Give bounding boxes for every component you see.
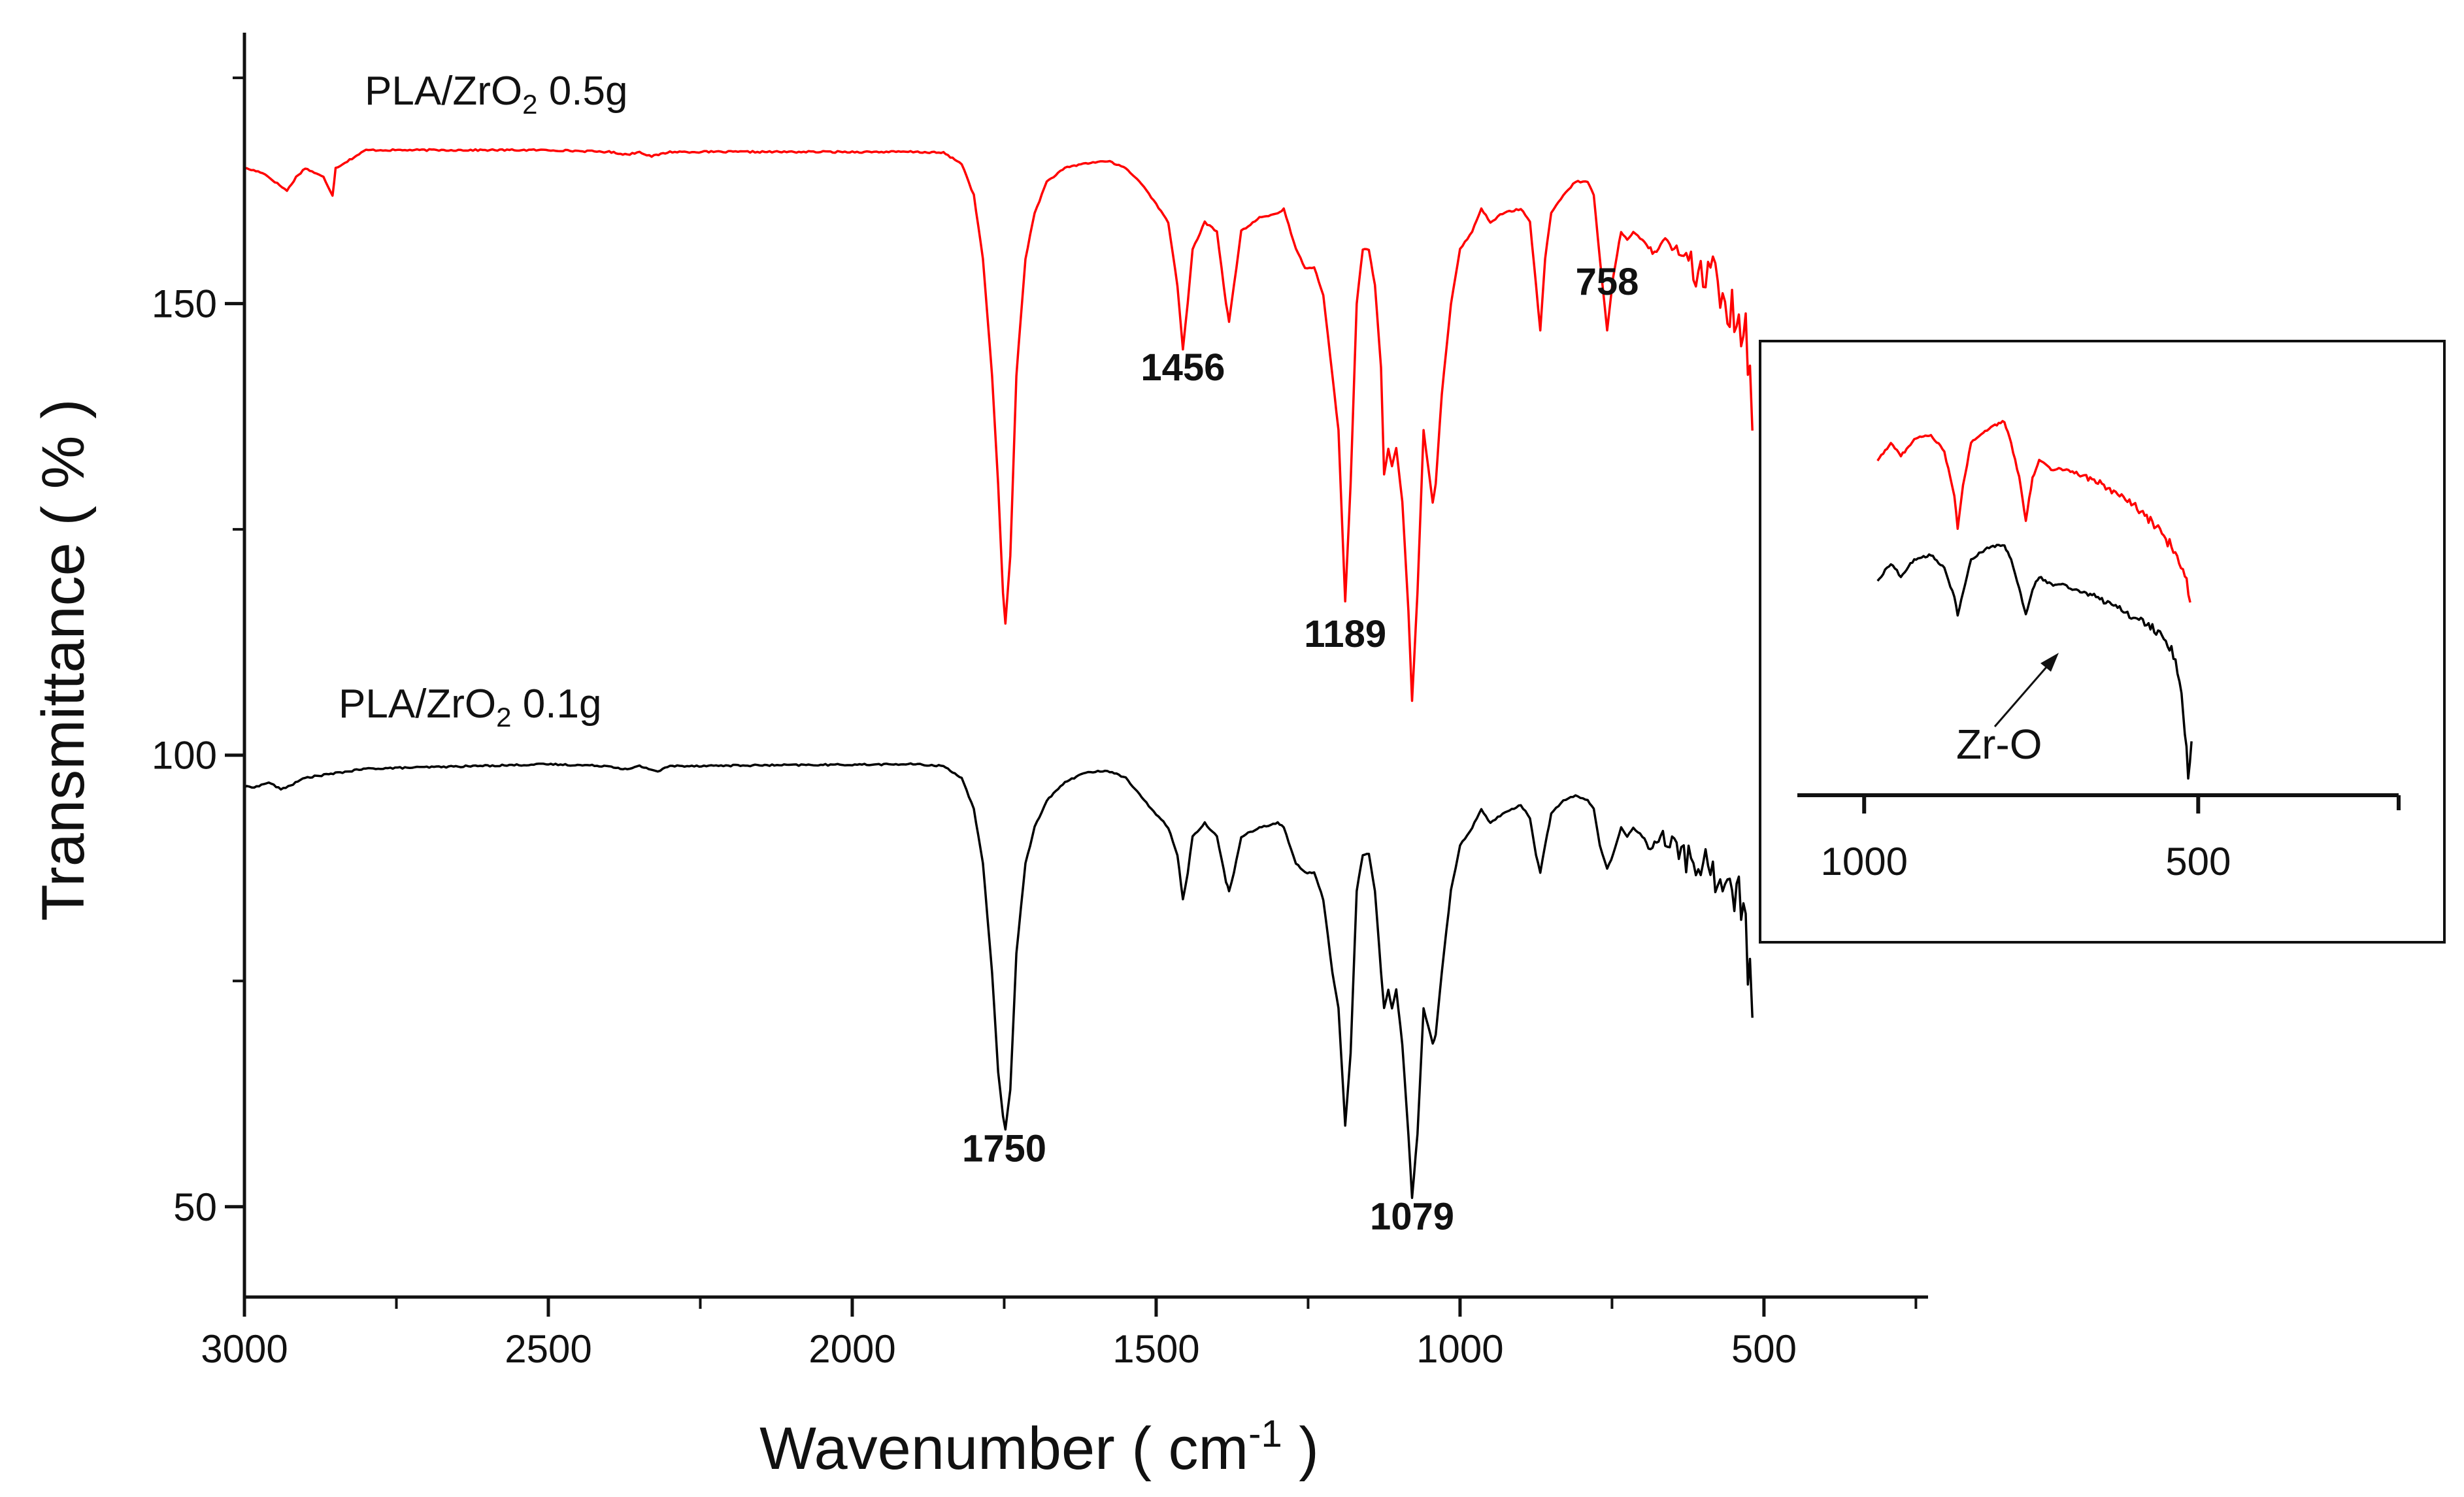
x-tick-label: 1000 (1416, 1327, 1503, 1371)
peak-label-1079: 1079 (1370, 1195, 1454, 1238)
inset-curve-0 (1876, 419, 2191, 603)
x-tick-label: 2500 (505, 1327, 591, 1371)
zr-o-arrow-head (2040, 653, 2059, 672)
inset-x-tick-label: 1000 (1820, 840, 1907, 883)
x-axis-title: Wavenumber ( cm-1 ) (759, 1413, 1319, 1482)
peak-label-1456: 1456 (1140, 346, 1225, 389)
main-annotations: 1456 758 1189 1750 1079 (962, 261, 1639, 1238)
series-label-0: PLA/ZrO2 0.5g (365, 69, 627, 120)
y-tick-label: 50 (173, 1185, 217, 1229)
series-curve-0 (244, 148, 1754, 702)
inset-chart: 1000 500 Zr-O (1759, 340, 2446, 944)
series-curve-1 (244, 762, 1754, 1199)
inset-ticks: 1000 500 (1820, 795, 2231, 883)
inset-frame (1759, 340, 2446, 944)
y-tick-label: 100 (152, 734, 217, 778)
inset-curves (1876, 419, 2193, 780)
x-tick-label: 1500 (1112, 1327, 1199, 1371)
inset-curve-1 (1876, 544, 2193, 780)
series-label-1: PLA/ZrO2 0.1g (339, 682, 601, 732)
y-axis-title: Transmittance ( % ) (30, 399, 97, 921)
zr-o-label: Zr-O (1956, 721, 2042, 768)
x-tick-label: 3000 (201, 1327, 288, 1371)
x-tick-label: 500 (1731, 1327, 1797, 1371)
peak-label-758: 758 (1576, 261, 1639, 303)
peak-label-1750: 1750 (962, 1128, 1046, 1170)
peak-label-1189: 1189 (1304, 613, 1386, 655)
x-tick-label: 2000 (808, 1327, 895, 1371)
zr-o-arrow-shaft (1993, 661, 2052, 727)
main-ticks: 3000 2500 2000 1500 1000 500 50 100 150 (152, 76, 1918, 1371)
y-tick-label: 150 (152, 282, 217, 326)
main-curves (244, 148, 1754, 1199)
inset-x-tick-label: 500 (2165, 840, 2231, 883)
